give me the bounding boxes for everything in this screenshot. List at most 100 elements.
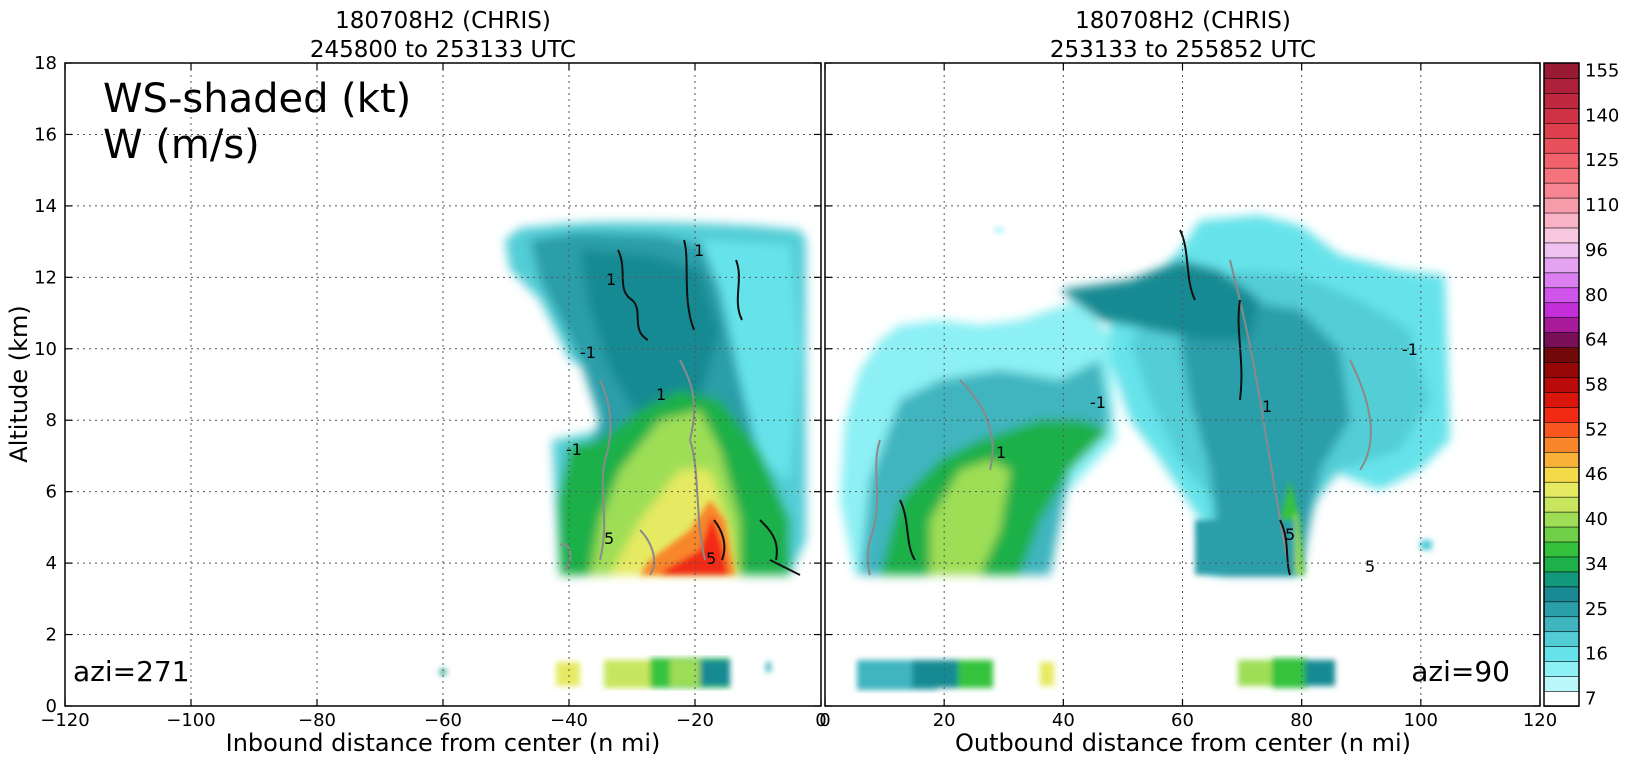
left-contour-gray-4 <box>559 543 572 571</box>
colorbar-bin <box>1543 272 1580 289</box>
right-label-5-b: 5 <box>1365 557 1375 576</box>
left-label-1-a: 1 <box>606 270 616 289</box>
colorbar-tick-label: 110 <box>1585 195 1619 216</box>
colorbar-tick-label: 58 <box>1585 375 1608 396</box>
right-label-1-b: 1 <box>1262 397 1272 416</box>
colorbar-bin <box>1543 331 1580 348</box>
left-x-tick-label: −40 <box>550 710 588 731</box>
left-azimuth-label: azi=271 <box>73 655 190 688</box>
colorbar-bin <box>1543 586 1580 603</box>
colorbar-bin <box>1543 660 1580 677</box>
right-contour-gray-1 <box>866 439 881 576</box>
colorbar-bin <box>1543 227 1580 244</box>
left-region-upper-teal <box>580 250 720 420</box>
left-x-tick-label: −80 <box>298 710 336 731</box>
left-x-tick-label: −120 <box>40 710 89 731</box>
left-contour-gray-2 <box>679 359 706 561</box>
left-x-axis-label: Inbound distance from center (n mi) <box>226 729 661 757</box>
left-annotation-line1: WS-shaded (kt) <box>103 76 411 122</box>
colorbar-bin <box>1543 197 1580 214</box>
colorbar-bin <box>1543 137 1580 154</box>
right-x-tick-label: 0 <box>819 710 830 731</box>
colorbar-bin <box>1543 242 1580 259</box>
right-x-axis-label: Outbound distance from center (n mi) <box>955 729 1411 757</box>
colorbar-bin <box>1543 182 1580 199</box>
colorbar-bin <box>1543 615 1580 633</box>
left-label-1-c: 1 <box>656 385 666 404</box>
y-tick-label: 0 <box>46 696 57 717</box>
left-surface-yellowgreen <box>604 660 659 688</box>
right-x-tick-label: 20 <box>933 710 956 731</box>
colorbar-bin <box>1543 451 1580 468</box>
colorbar-tick-label: 25 <box>1585 599 1608 620</box>
colorbar-bin <box>1543 690 1580 707</box>
colorbar-bin <box>1543 62 1580 79</box>
right-surface-darkteal <box>912 660 962 688</box>
colorbar-tick-label: 34 <box>1585 554 1608 575</box>
colorbar-bin <box>1543 511 1580 528</box>
colorbar-tick-label: 96 <box>1585 240 1608 261</box>
left-x-tick-label: −60 <box>424 710 462 731</box>
right-contour-black-1 <box>899 499 916 561</box>
colorbar-bin <box>1543 675 1580 692</box>
right-x-tick-label: 40 <box>1052 710 1075 731</box>
right-label-neg1-a: -1 <box>1090 393 1106 412</box>
colorbar-bin <box>1543 496 1580 513</box>
y-tick-label: 4 <box>46 553 57 574</box>
left-title-line1: 180708H2 (CHRIS) <box>335 8 551 34</box>
colorbar-bin <box>1543 556 1580 573</box>
left-label-1-b: 1 <box>694 241 704 260</box>
right-surface-teal-2 <box>1305 660 1335 686</box>
y-tick-label: 12 <box>34 267 57 288</box>
left-x-tick-label: −100 <box>166 710 215 731</box>
left-x-ticks: −120 −100 −80 −60 −40 −20 0 <box>40 62 827 731</box>
left-contour-labels: -1 -1 1 1 1 5 5 <box>566 241 716 568</box>
colorbar-ticks: 7 16 25 34 40 46 52 58 64 80 96 110 125 140 155 <box>1585 60 1619 709</box>
y-tick-label: 8 <box>46 410 57 431</box>
right-region-tiny-speck <box>995 228 1003 232</box>
y-tick-label: 2 <box>46 625 57 646</box>
right-surface-yellow <box>1040 662 1054 686</box>
left-label-5-b: 5 <box>706 549 716 568</box>
left-surface-speck-2 <box>766 662 771 672</box>
right-contour-black-3 <box>1279 519 1291 576</box>
right-surface-green <box>958 660 993 688</box>
colorbar-tick-label: 80 <box>1585 285 1608 306</box>
colorbar-bin <box>1543 406 1580 423</box>
left-x-tick-label: 0 <box>815 710 826 731</box>
colorbar-tick-label: 16 <box>1585 644 1608 665</box>
colorbar-bin <box>1543 212 1580 229</box>
right-title-line1: 180708H2 (CHRIS) <box>1075 8 1291 34</box>
left-surface-teal <box>700 660 730 686</box>
right-label-5-a: 5 <box>1285 525 1295 544</box>
colorbar-bin <box>1543 257 1580 274</box>
colorbar-tick-label: 140 <box>1585 105 1619 126</box>
left-label-neg1-b: -1 <box>566 440 582 459</box>
colorbar-tick-label: 155 <box>1585 60 1619 81</box>
colorbar-bin <box>1543 361 1580 378</box>
y-axis-label: Altitude (km) <box>5 305 33 462</box>
right-region-top-right <box>1060 260 1260 340</box>
right-region-inner-right <box>1180 300 1350 575</box>
left-annotation-line2: W (m/s) <box>103 122 260 168</box>
colorbar-bin <box>1543 526 1580 543</box>
right-contour-gray-4 <box>1349 359 1372 471</box>
colorbar-tick-label: 40 <box>1585 509 1608 530</box>
right-x-tick-label: 100 <box>1404 710 1438 731</box>
left-y-ticks: 0 2 4 6 8 10 12 14 16 18 <box>34 53 57 717</box>
right-contour-gray-2 <box>959 379 994 471</box>
colorbar-bin <box>1543 630 1580 647</box>
right-contour-black-2 <box>1237 299 1243 401</box>
colorbar-bin <box>1543 466 1580 483</box>
left-shaded-field <box>440 222 806 688</box>
colorbar-tick-label: 7 <box>1585 689 1596 710</box>
left-contour-gray-1 <box>599 379 612 561</box>
left-region-red <box>660 515 728 575</box>
left-surface-speck-1 <box>440 669 446 675</box>
left-region-light-cyan <box>700 240 800 480</box>
colorbar-bin <box>1543 436 1580 453</box>
right-shaded-field <box>840 215 1450 690</box>
right-label-1-a: 1 <box>996 443 1006 462</box>
colorbar-bins <box>1543 62 1580 707</box>
